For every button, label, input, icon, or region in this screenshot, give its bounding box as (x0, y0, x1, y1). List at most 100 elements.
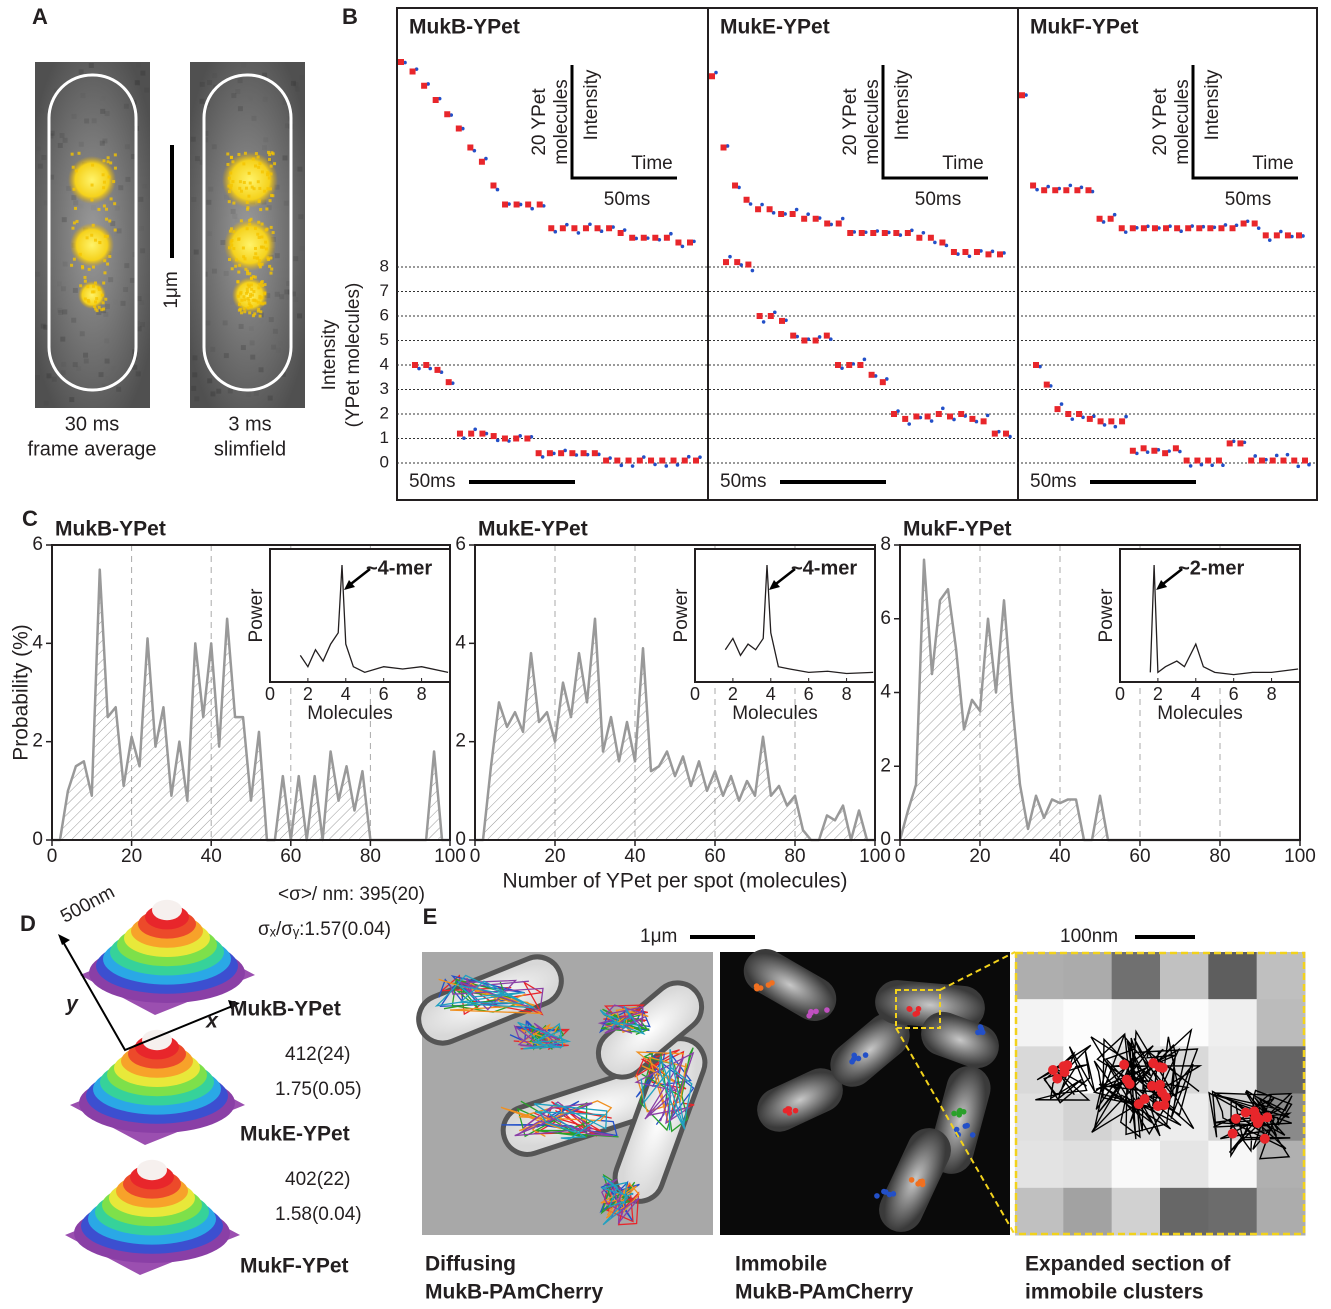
image-noise (207, 231, 212, 236)
raw-point (930, 419, 934, 423)
trace-point (1280, 458, 1286, 464)
y-tick-label: 2 (32, 731, 43, 752)
raw-point (1275, 454, 1279, 458)
axis-title: Probability (%) (10, 624, 33, 761)
image-noise (102, 138, 107, 143)
trace-point (778, 211, 784, 217)
trace-point (1152, 225, 1158, 231)
localization (883, 1189, 889, 1195)
x-tick-label: 0 (470, 846, 481, 867)
chart-title: MukB-YPet (55, 518, 166, 541)
x-tick-label: 2 (303, 684, 313, 704)
spot-pixel (249, 304, 252, 307)
x-tick-label: 60 (280, 846, 301, 867)
trace-point (434, 367, 440, 373)
trace-point (1230, 225, 1236, 231)
spot-pixel (230, 239, 233, 242)
image-noise (61, 362, 66, 367)
spot-pixel (255, 152, 258, 155)
raw-point (1296, 465, 1300, 469)
spot-pixel (105, 218, 108, 221)
localization (851, 1053, 857, 1059)
trace-point (1218, 225, 1224, 231)
image-noise (239, 324, 244, 329)
trace-point (1151, 448, 1157, 454)
scale-label: Intensity (892, 69, 913, 140)
spot-pixel (254, 227, 257, 230)
spot-pixel (257, 286, 260, 289)
spot-pixel (246, 227, 249, 230)
pixel (1257, 1188, 1306, 1236)
spot-pixel (253, 256, 256, 259)
trace-point (992, 431, 998, 437)
spot-pixel (270, 226, 273, 229)
spot-pixel (76, 220, 79, 223)
y-tick-label: 7 (380, 281, 389, 300)
spot-pixel (232, 230, 235, 233)
y-tick-label: 8 (880, 534, 891, 555)
spot-pixel (91, 164, 94, 167)
spot-pixel (250, 277, 253, 280)
image-noise (278, 341, 283, 346)
image-noise (246, 392, 251, 397)
localization (793, 1108, 799, 1114)
spot-pixel (91, 184, 94, 187)
spot-pixel (103, 271, 106, 274)
image-noise (139, 300, 144, 305)
trace-point (723, 259, 729, 265)
spot-pixel (246, 201, 249, 204)
spot-pixel (252, 290, 255, 293)
spot-pixel (88, 268, 91, 271)
spot-pixel (247, 299, 250, 302)
image-noise (101, 96, 106, 101)
spot-pixel (108, 219, 111, 222)
trace-point (1119, 225, 1125, 231)
raw-point (577, 231, 581, 235)
x-tick-label: 40 (624, 846, 645, 867)
trace-point (1227, 440, 1233, 446)
spot-pixel (103, 259, 106, 262)
image-noise (263, 137, 268, 142)
trace-point (1130, 225, 1136, 231)
trace-point (398, 59, 404, 65)
localization (754, 986, 760, 992)
spot-pixel (245, 292, 248, 295)
trace-point (1216, 458, 1222, 464)
spot-pixel (249, 293, 252, 296)
raw-point (760, 203, 764, 207)
spot-pixel (242, 162, 245, 165)
image-noise (70, 63, 75, 68)
spot-pixel (73, 221, 76, 224)
spot-pixel (238, 237, 241, 240)
image-noise (38, 164, 43, 169)
trace-point (882, 230, 888, 236)
image-noise (207, 378, 212, 383)
spot-pixel (240, 219, 243, 222)
spot-pixel (106, 263, 109, 266)
image-noise (297, 167, 302, 172)
axis-title: Power (1096, 588, 1117, 643)
spot-pixel (257, 166, 260, 169)
spot-pixel (74, 207, 77, 210)
image-noise (207, 80, 212, 85)
x-tick-label: 0 (1115, 684, 1125, 704)
raw-point (462, 436, 466, 440)
trace-point (768, 313, 774, 319)
spot-pixel (228, 177, 231, 180)
trace-point (1207, 225, 1213, 231)
spot-pixel (84, 280, 87, 283)
spot-pixel (242, 295, 245, 298)
trace-point (664, 235, 670, 241)
pixel (1160, 952, 1209, 1000)
image-noise (250, 340, 255, 345)
trace-point (641, 235, 647, 241)
image-noise (105, 376, 110, 381)
trace-point (1296, 232, 1302, 238)
localization (1153, 1101, 1163, 1111)
trace-point (412, 362, 418, 368)
image-noise (268, 396, 273, 401)
surface-band (152, 900, 182, 920)
image-noise (73, 200, 78, 205)
pixel (1160, 1188, 1209, 1236)
localization (891, 1191, 897, 1197)
